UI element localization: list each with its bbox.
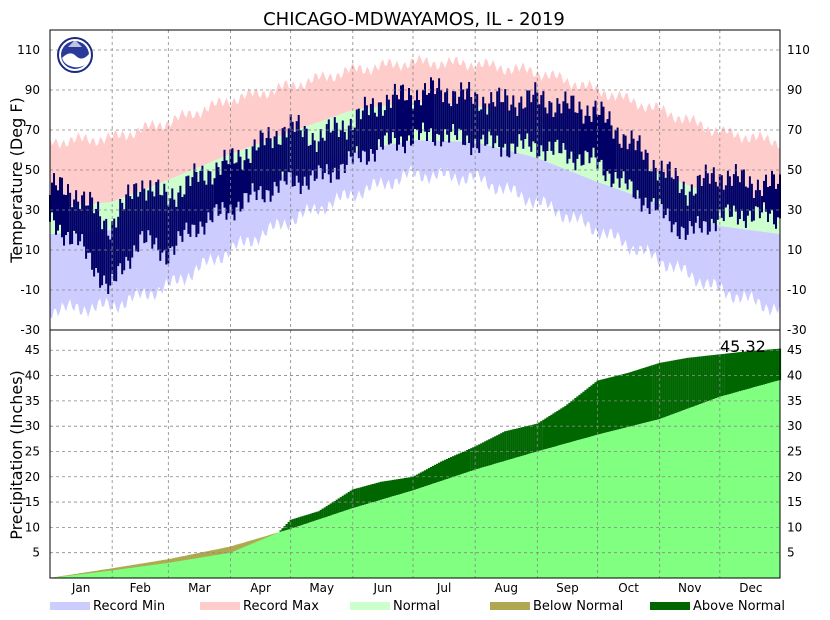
temp-tick-label-right: 70 bbox=[787, 123, 802, 137]
legend-swatch bbox=[350, 602, 390, 610]
precip-tick-label-right: 20 bbox=[787, 470, 802, 484]
temp-tick-label-right: 30 bbox=[787, 203, 802, 217]
month-tick-label: May bbox=[309, 581, 334, 595]
precip-total-annotation: 45.32 bbox=[720, 337, 766, 356]
precip-tick-label-right: 40 bbox=[787, 369, 802, 383]
month-tick-label: Sep bbox=[556, 581, 579, 595]
noaa-logo-icon bbox=[57, 37, 93, 73]
legend: Record Min Record Max Normal Below Normal Ab… bbox=[50, 599, 785, 614]
legend-label: Record Min bbox=[93, 599, 165, 614]
temp-tick-label-right: -30 bbox=[787, 323, 807, 337]
month-axis: Jan Feb Mar Apr May Jun Jul Aug Sep Oct Nov Dec bbox=[71, 581, 763, 595]
temp-tick-label-left: 30 bbox=[25, 203, 40, 217]
precip-tick-label-left: 15 bbox=[25, 495, 40, 509]
month-tick-label: Jan bbox=[71, 581, 91, 595]
temperature-panel bbox=[49, 54, 781, 319]
grid: -30 -30 -10 -10 10 10 30 30 50 50 70 70 90 90 110 110 5 5… bbox=[17, 30, 810, 578]
precip-tick-label-left: 10 bbox=[25, 520, 40, 534]
month-tick-label: Apr bbox=[250, 581, 271, 595]
month-tick-label: Aug bbox=[495, 581, 518, 595]
precip-tick-label-right: 25 bbox=[787, 444, 802, 458]
precip-tick-label-left: 25 bbox=[25, 444, 40, 458]
precip-tick-label-right: 15 bbox=[787, 495, 802, 509]
month-tick-label: Feb bbox=[130, 581, 151, 595]
precip-tick-label-left: 20 bbox=[25, 470, 40, 484]
precip-tick-label-right: 30 bbox=[787, 419, 802, 433]
precipitation-frame bbox=[49, 329, 781, 579]
legend-label: Above Normal bbox=[693, 599, 785, 614]
precip-tick-label-right: 5 bbox=[787, 546, 795, 560]
legend-label: Normal bbox=[393, 599, 440, 614]
temp-tick-label-right: 10 bbox=[787, 243, 802, 257]
precipitation-axis-label: Precipitation (Inches) bbox=[7, 370, 26, 540]
precip-tick-label-left: 45 bbox=[25, 343, 40, 357]
legend-swatch bbox=[50, 602, 90, 610]
temp-tick-label-right: 110 bbox=[787, 43, 810, 57]
temp-tick-label-right: 90 bbox=[787, 83, 802, 97]
precip-tick-label-left: 5 bbox=[32, 546, 40, 560]
temp-tick-label-right: -10 bbox=[787, 283, 807, 297]
legend-label: Record Max bbox=[243, 599, 319, 614]
precip-tick-label-left: 35 bbox=[25, 394, 40, 408]
record-min-band bbox=[50, 140, 780, 319]
legend-label: Below Normal bbox=[533, 599, 623, 614]
month-tick-label: Mar bbox=[188, 581, 211, 595]
month-tick-label: Oct bbox=[618, 581, 639, 595]
observed-temperature-bars bbox=[49, 77, 781, 294]
month-tick-label: Jun bbox=[373, 581, 393, 595]
month-tick-label: Jul bbox=[436, 581, 451, 595]
temp-tick-label-left: 50 bbox=[25, 163, 40, 177]
precip-tick-label-left: 40 bbox=[25, 369, 40, 383]
temp-tick-label-left: 70 bbox=[25, 123, 40, 137]
precipitation-panel bbox=[50, 348, 782, 578]
legend-swatch bbox=[200, 602, 240, 610]
precip-tick-label-right: 35 bbox=[787, 394, 802, 408]
precip-tick-label-right: 10 bbox=[787, 520, 802, 534]
temp-tick-label-right: 50 bbox=[787, 163, 802, 177]
legend-swatch bbox=[650, 602, 690, 610]
temp-tick-label-left: 10 bbox=[25, 243, 40, 257]
temp-tick-label-left: 110 bbox=[17, 43, 40, 57]
month-tick-label: Nov bbox=[678, 581, 701, 595]
temp-tick-label-left: 90 bbox=[25, 83, 40, 97]
temp-tick-label-left: -10 bbox=[20, 283, 40, 297]
precip-tick-label-left: 30 bbox=[25, 419, 40, 433]
legend-swatch bbox=[490, 602, 530, 610]
chart-title: CHICAGO-MDWAYAMOS, IL - 2019 bbox=[263, 9, 565, 30]
temp-tick-label-left: -30 bbox=[20, 323, 40, 337]
precip-tick-label-right: 45 bbox=[787, 343, 802, 357]
temperature-axis-label: Temperature (Deg F) bbox=[7, 97, 26, 264]
month-tick-label: Dec bbox=[739, 581, 762, 595]
